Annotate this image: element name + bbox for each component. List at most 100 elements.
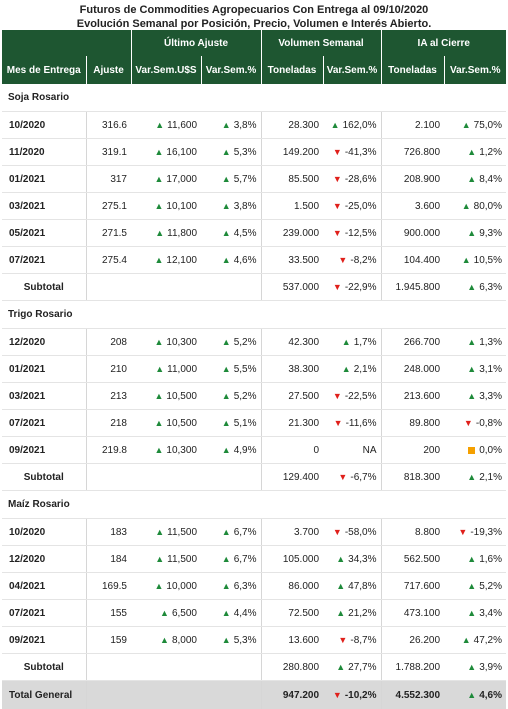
arrow-up-icon: ▲: [342, 364, 351, 374]
cell-subtotal-var-pct-volumen: ▼-6,7%: [323, 464, 381, 491]
cell-var-usd-value: 10,000: [166, 581, 197, 592]
arrow-up-icon: ▲: [467, 608, 476, 618]
arrow-up-icon: ▲: [467, 554, 476, 564]
arrow-up-icon: ▲: [336, 581, 345, 591]
cell-var-pct-ajuste: ▲4,9%: [201, 437, 261, 464]
cell-var-usd: ▲10,500: [131, 410, 201, 437]
cell-var-usd-value: 11,500: [167, 527, 197, 538]
cell-ajuste: 271.5: [86, 220, 131, 247]
cell-var-pct-ajuste-value: 3,8%: [234, 120, 257, 131]
cell-var-pct-volumen-value: 1,7%: [354, 337, 377, 348]
cell-toneladas-ia: 248.000: [381, 356, 444, 383]
cell-total-var-pct-volumen: ▼-10,2%: [323, 681, 381, 709]
cell-var-pct-volumen: ▲47,8%: [323, 573, 381, 600]
cell-var-usd-value: 10,100: [166, 201, 197, 212]
cell-toneladas-volumen: 85.500: [261, 166, 323, 193]
cell-mes: 03/2021: [2, 383, 86, 410]
cell-mes: 03/2021: [2, 193, 86, 220]
cell-mes: 09/2021: [2, 437, 86, 464]
cell-toneladas-volumen: 0: [261, 437, 323, 464]
cell-var-pct-ia-value: 47,2%: [474, 635, 502, 646]
report-title: Futuros de Commodities Agropecuarios Con…: [0, 0, 508, 30]
arrow-up-icon: ▲: [154, 147, 163, 157]
cell-empty: [86, 464, 131, 491]
cell-var-pct-ia: 0,0%: [444, 437, 506, 464]
arrow-up-icon: ▲: [222, 337, 231, 347]
arrow-up-icon: ▲: [155, 228, 164, 238]
arrow-up-icon: ▲: [154, 391, 163, 401]
cell-var-pct-volumen-value: 34,3%: [348, 554, 376, 565]
arrow-up-icon: ▲: [467, 391, 476, 401]
cell-toneladas-ia: 473.100: [381, 600, 444, 627]
cell-mes: 01/2021: [2, 356, 86, 383]
cell-var-pct-ia: ▲75,0%: [444, 112, 506, 139]
cell-mes: 07/2021: [2, 410, 86, 437]
section-name: Soja Rosario: [2, 84, 506, 112]
arrow-up-icon: ▲: [467, 282, 476, 292]
cell-total-toneladas-volumen: 947.200: [261, 681, 323, 709]
cell-var-pct-ajuste-value: 5,3%: [234, 147, 257, 158]
arrow-up-icon: ▲: [155, 120, 164, 130]
cell-subtotal-var-pct-volumen-value: -6,7%: [350, 472, 376, 483]
cell-var-pct-ajuste-value: 6,7%: [234, 527, 257, 538]
col-header-toneladas-volumen: Toneladas: [261, 56, 323, 84]
arrow-up-icon: ▲: [222, 608, 231, 618]
arrow-up-icon: ▲: [342, 337, 351, 347]
cell-ajuste: 183: [86, 519, 131, 546]
cell-var-usd-value: 12,100: [166, 255, 197, 266]
cell-var-pct-ia-value: 9,3%: [479, 228, 502, 239]
cell-var-pct-ia: ▲5,2%: [444, 573, 506, 600]
cell-toneladas-volumen: 86.000: [261, 573, 323, 600]
cell-subtotal-var-pct-ia-value: 6,3%: [479, 282, 502, 293]
arrow-up-icon: ▲: [462, 635, 471, 645]
cell-var-pct-ia: ▲80,0%: [444, 193, 506, 220]
col-header-toneladas-ia: Toneladas: [381, 56, 444, 84]
cell-total-toneladas-ia: 4.552.300: [381, 681, 444, 709]
cell-toneladas-ia: 562.500: [381, 546, 444, 573]
arrow-down-icon: ▼: [333, 174, 342, 184]
arrow-up-icon: ▲: [467, 174, 476, 184]
cell-var-usd-value: 8,000: [172, 635, 197, 646]
arrow-up-icon: ▲: [222, 201, 231, 211]
cell-var-pct-ajuste-value: 5,7%: [234, 174, 257, 185]
cell-var-usd-value: 10,300: [166, 445, 197, 456]
cell-var-pct-volumen-value: -8,2%: [350, 255, 376, 266]
cell-var-pct-ia-value: 1,2%: [479, 147, 502, 158]
cell-ajuste: 275.4: [86, 247, 131, 274]
col-header-mes: Mes de Entrega: [2, 56, 86, 84]
cell-var-pct-ia: ▼-0,8%: [444, 410, 506, 437]
arrow-up-icon: ▲: [222, 228, 231, 238]
cell-toneladas-volumen: 239.000: [261, 220, 323, 247]
cell-toneladas-ia: 200: [381, 437, 444, 464]
cell-toneladas-ia: 3.600: [381, 193, 444, 220]
cell-var-pct-ajuste-value: 5,2%: [234, 337, 257, 348]
cell-toneladas-volumen: 105.000: [261, 546, 323, 573]
cell-var-pct-volumen-value: -58,0%: [345, 527, 377, 538]
section-row: Soja Rosario: [2, 84, 506, 112]
arrow-down-icon: ▼: [333, 527, 342, 537]
cell-empty: [131, 681, 201, 709]
section-row: Maíz Rosario: [2, 491, 506, 519]
arrow-up-icon: ▲: [222, 364, 231, 374]
arrow-up-icon: ▲: [222, 527, 231, 537]
cell-empty: [201, 464, 261, 491]
arrow-down-icon: ▼: [338, 635, 347, 645]
arrow-up-icon: ▲: [222, 255, 231, 265]
cell-var-pct-volumen: ▼-25,0%: [323, 193, 381, 220]
cell-toneladas-ia: 213.600: [381, 383, 444, 410]
cell-var-usd-value: 10,300: [166, 337, 197, 348]
cell-var-pct-ajuste-value: 6,3%: [234, 581, 257, 592]
cell-empty: [86, 654, 131, 681]
group-header-blank: [2, 30, 86, 56]
cell-var-usd: ▲11,800: [131, 220, 201, 247]
cell-var-pct-volumen-value: 162,0%: [343, 120, 377, 131]
cell-var-pct-ia: ▲1,6%: [444, 546, 506, 573]
arrow-up-icon: ▲: [222, 418, 231, 428]
